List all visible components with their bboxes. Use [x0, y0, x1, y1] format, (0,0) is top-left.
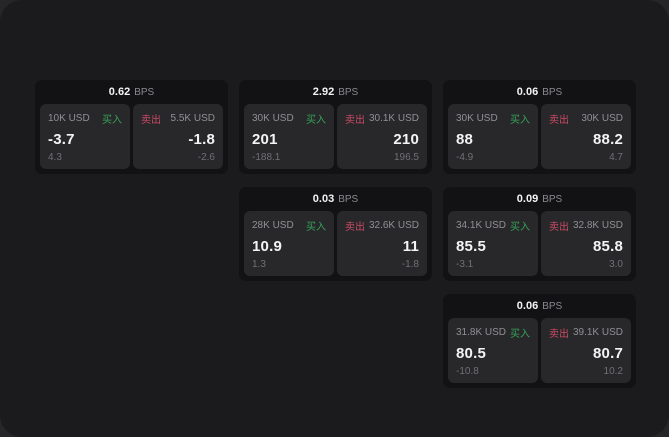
sell-quote-panel[interactable]: 卖出 39.1K USD 80.7 10.2	[541, 318, 631, 383]
sell-label: 卖出	[345, 115, 365, 126]
buy-label: 买入	[306, 222, 326, 233]
card-header: 0.06 BPS	[448, 294, 631, 318]
buy-price: 10.9	[252, 237, 282, 255]
buy-price: 201	[252, 130, 278, 148]
bps-unit-label: BPS	[338, 193, 359, 205]
card-header: 2.92 BPS	[244, 80, 427, 104]
sell-price: 210	[393, 130, 419, 148]
buy-amount: 10K USD	[48, 113, 90, 124]
sell-amount: 5.5K USD	[170, 113, 215, 124]
sell-price: 80.7	[593, 344, 623, 362]
buy-label: 买入	[510, 329, 530, 340]
bps-unit-label: BPS	[542, 193, 563, 205]
buy-quote-panel[interactable]: 34.1K USD 买入 85.5 -3.1	[448, 211, 538, 276]
sell-quote-panel[interactable]: 卖出 32.6K USD 11 -1.8	[337, 211, 427, 276]
sell-amount: 39.1K USD	[572, 327, 623, 338]
buy-quote-panel[interactable]: 28K USD 买入 10.9 1.3	[244, 211, 334, 276]
buy-sub-value: -4.9	[456, 152, 474, 163]
sell-sub-value: -1.8	[401, 259, 419, 270]
sell-label: 卖出	[549, 329, 569, 340]
quote-card: 0.09 BPS 34.1K USD 买入 85.5 -3.1 卖出 32.8K…	[443, 187, 636, 281]
buy-quote-panel[interactable]: 10K USD 买入 -3.7 4.3	[40, 104, 130, 169]
sell-label: 卖出	[549, 115, 569, 126]
buy-price: 85.5	[456, 237, 486, 255]
sell-amount: 30K USD	[581, 113, 623, 124]
bps-value: 0.62	[108, 86, 131, 98]
buy-label: 买入	[306, 115, 326, 126]
sell-price: -1.8	[188, 130, 215, 148]
quote-card: 2.92 BPS 30K USD 买入 201 -188.1 卖出 30.1K …	[239, 80, 432, 174]
buy-sub-value: 1.3	[252, 259, 266, 270]
bps-value: 0.03	[312, 193, 335, 205]
buy-label: 买入	[510, 222, 530, 233]
sell-sub-value: 3.0	[609, 259, 623, 270]
buy-amount: 34.1K USD	[456, 220, 507, 231]
buy-quote-panel[interactable]: 31.8K USD 买入 80.5 -10.8	[448, 318, 538, 383]
card-header: 0.09 BPS	[448, 187, 631, 211]
bps-value: 2.92	[312, 86, 335, 98]
quote-card-grid: 0.62 BPS 10K USD 买入 -3.7 4.3 卖出 5.5K USD	[35, 80, 636, 388]
sell-quote-panel[interactable]: 卖出 30.1K USD 210 196.5	[337, 104, 427, 169]
sell-sub-value: 10.2	[603, 366, 623, 377]
bps-unit-label: BPS	[338, 86, 359, 98]
bps-unit-label: BPS	[542, 300, 563, 312]
sell-quote-panel[interactable]: 卖出 30K USD 88.2 4.7	[541, 104, 631, 169]
card-header: 0.06 BPS	[448, 80, 631, 104]
buy-amount: 28K USD	[252, 220, 294, 231]
sell-quote-panel[interactable]: 卖出 32.8K USD 85.8 3.0	[541, 211, 631, 276]
buy-price: 88	[456, 130, 474, 148]
buy-sub-value: 4.3	[48, 152, 62, 163]
sell-sub-value: 196.5	[393, 152, 419, 163]
buy-amount: 30K USD	[456, 113, 498, 124]
sell-sub-value: 4.7	[609, 152, 623, 163]
sell-amount: 32.8K USD	[572, 220, 623, 231]
buy-amount: 30K USD	[252, 113, 294, 124]
buy-label: 买入	[102, 115, 122, 126]
buy-quote-panel[interactable]: 30K USD 买入 201 -188.1	[244, 104, 334, 169]
quote-card: 0.62 BPS 10K USD 买入 -3.7 4.3 卖出 5.5K USD	[35, 80, 228, 174]
buy-price: -3.7	[48, 130, 75, 148]
bps-unit-label: BPS	[542, 86, 563, 98]
sell-amount: 30.1K USD	[368, 113, 419, 124]
card-header: 0.03 BPS	[244, 187, 427, 211]
sell-amount: 32.6K USD	[368, 220, 419, 231]
sell-label: 卖出	[549, 222, 569, 233]
sell-price: 88.2	[593, 130, 623, 148]
sell-label: 卖出	[345, 222, 365, 233]
bps-unit-label: BPS	[134, 86, 155, 98]
buy-label: 买入	[510, 115, 530, 126]
quote-card: 0.03 BPS 28K USD 买入 10.9 1.3 卖出 32.6K US…	[239, 187, 432, 281]
buy-quote-panel[interactable]: 30K USD 买入 88 -4.9	[448, 104, 538, 169]
card-header: 0.62 BPS	[40, 80, 223, 104]
sell-price: 11	[402, 237, 419, 255]
quote-card: 0.06 BPS 30K USD 买入 88 -4.9 卖出 30K USD	[443, 80, 636, 174]
buy-price: 80.5	[456, 344, 486, 362]
buy-sub-value: -3.1	[456, 259, 474, 270]
bps-value: 0.06	[516, 300, 539, 312]
bps-value: 0.09	[516, 193, 539, 205]
bps-value: 0.06	[516, 86, 539, 98]
quote-card: 0.06 BPS 31.8K USD 买入 80.5 -10.8 卖出 39.1…	[443, 294, 636, 388]
sell-label: 卖出	[141, 115, 161, 126]
sell-quote-panel[interactable]: 卖出 5.5K USD -1.8 -2.6	[133, 104, 223, 169]
sell-sub-value: -2.6	[197, 152, 215, 163]
buy-amount: 31.8K USD	[456, 327, 507, 338]
buy-sub-value: -10.8	[456, 366, 479, 377]
sell-price: 85.8	[593, 237, 623, 255]
buy-sub-value: -188.1	[252, 152, 281, 163]
